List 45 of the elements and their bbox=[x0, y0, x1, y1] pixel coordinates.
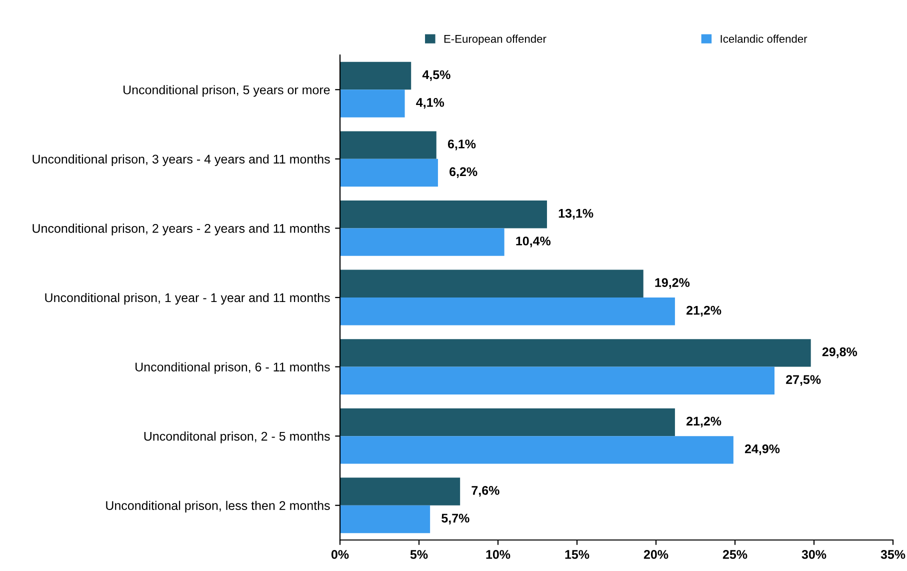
y-tick-label: Unconditional prison, 3 years - 4 years and 11 months bbox=[32, 154, 330, 166]
bar bbox=[340, 200, 547, 228]
x-tick-label: 35% bbox=[880, 550, 906, 559]
data-label: 4,1% bbox=[416, 98, 444, 109]
bar bbox=[340, 298, 675, 326]
legend-label: E-European offender bbox=[444, 34, 546, 45]
data-label: 27,5% bbox=[786, 375, 821, 386]
y-tick-label: Unconditional prison, 2 years - 2 years and 11 months bbox=[32, 224, 330, 236]
data-label: 6,2% bbox=[450, 167, 478, 178]
data-label: 10,4% bbox=[516, 236, 551, 248]
bar bbox=[340, 90, 405, 118]
x-tick-label: 25% bbox=[722, 550, 748, 559]
bar bbox=[340, 478, 460, 506]
bar bbox=[340, 339, 811, 367]
bar bbox=[340, 436, 734, 464]
bar bbox=[340, 228, 504, 256]
bar bbox=[340, 158, 438, 187]
x-tick-label: 10% bbox=[486, 550, 510, 559]
x-tick-label: 0% bbox=[331, 550, 349, 559]
x-tick-label: 5% bbox=[410, 550, 428, 559]
legend-label: Icelandic offender bbox=[720, 34, 808, 43]
y-tick-label: Unconditional prison, 1 year - 1 year and 11 months bbox=[45, 292, 330, 305]
x-tick-label: 20% bbox=[644, 550, 668, 559]
data-label: 21,2% bbox=[686, 416, 722, 428]
bar bbox=[340, 131, 436, 159]
y-tick-label: Unconditional prison, less then 2 months bbox=[106, 500, 330, 512]
data-label: 24,9% bbox=[744, 444, 780, 456]
data-label: 5,7% bbox=[442, 514, 470, 524]
data-label: 4,5% bbox=[422, 70, 450, 81]
data-label: 7,6% bbox=[472, 486, 500, 497]
data-label: 13,1% bbox=[558, 208, 594, 220]
bar bbox=[340, 366, 774, 394]
x-tick-label: 15% bbox=[565, 550, 590, 559]
bar bbox=[340, 408, 675, 436]
data-label: 6,1% bbox=[448, 140, 476, 150]
y-tick-label: Unconditional prison, 5 years or more bbox=[124, 85, 330, 97]
y-tick-label: Unconditonal prison, 2 - 5 months bbox=[144, 432, 330, 444]
x-tick-label: 30% bbox=[802, 550, 826, 559]
data-label: 19,2% bbox=[655, 278, 690, 289]
bar bbox=[340, 62, 412, 90]
bar bbox=[340, 270, 644, 298]
data-label: 29,8% bbox=[822, 347, 858, 358]
bar bbox=[340, 505, 430, 534]
y-tick-label: Unconditional prison, 6 - 11 months bbox=[136, 362, 330, 374]
data-label: 21,2% bbox=[686, 306, 722, 317]
